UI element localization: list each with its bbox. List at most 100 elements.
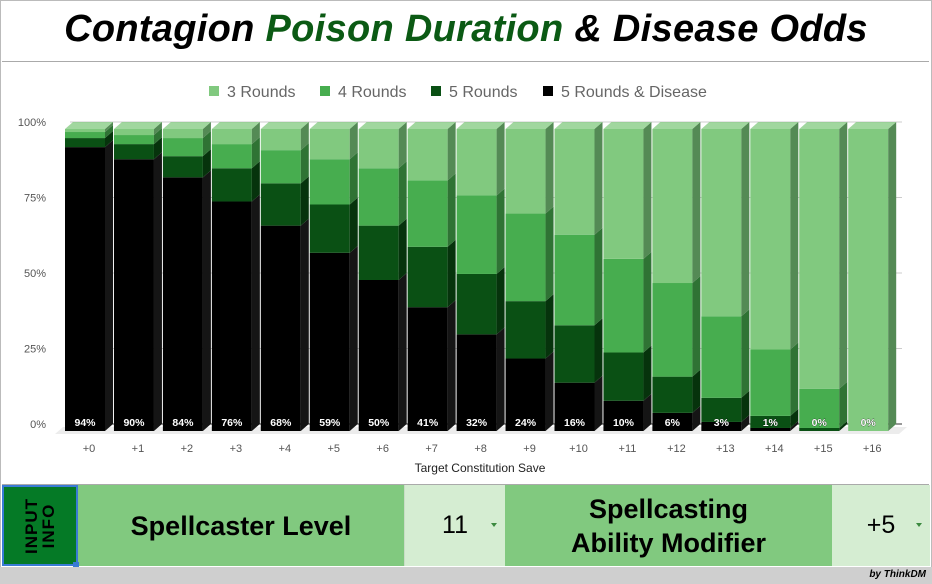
bar-segment-4-rounds <box>456 195 497 274</box>
bar-top <box>456 122 505 129</box>
bar-segment-5-rounds-disease <box>456 334 497 431</box>
data-label: 16% <box>564 417 586 429</box>
bar-segment-3-rounds <box>358 129 399 169</box>
bar-side <box>545 206 554 302</box>
selection-fill-handle[interactable] <box>73 562 79 568</box>
bar-segment-4-rounds <box>603 258 644 353</box>
bar-side <box>300 122 309 151</box>
bar-segment-5-rounds <box>113 144 154 160</box>
bar-segment-3-rounds <box>603 129 644 259</box>
bar-segment-5-rounds-disease <box>701 421 742 431</box>
bar-side <box>594 375 603 431</box>
legend-label: 5 Rounds <box>449 84 518 101</box>
bar-segment-5-rounds-disease <box>554 382 595 431</box>
bar-top <box>260 122 309 129</box>
bar-side <box>202 122 211 139</box>
bar-side <box>692 369 701 413</box>
y-tick-label: 100% <box>18 117 46 129</box>
bar-segment-3-rounds <box>162 129 203 139</box>
data-label: 32% <box>466 417 488 429</box>
bar-segment-5-rounds-disease <box>505 358 546 431</box>
bar-top <box>603 122 652 129</box>
bar-segment-3-rounds <box>260 129 301 151</box>
bar-segment-5-rounds <box>750 415 791 428</box>
data-label: 90% <box>123 417 145 429</box>
bar-side <box>692 405 701 431</box>
bar-segment-3-rounds <box>799 129 840 389</box>
x-tick-label: +14 <box>765 443 784 455</box>
bar-segment-3-rounds <box>750 129 791 350</box>
bar-side <box>888 122 897 431</box>
bar-segment-5-rounds <box>309 204 350 253</box>
bar-top <box>65 122 113 129</box>
bar-segment-4-rounds <box>799 388 840 428</box>
bar-segment-3-rounds <box>309 129 350 160</box>
bar-side <box>300 143 309 184</box>
bar-side <box>643 345 652 401</box>
spellcaster-level-select[interactable]: 11 <box>404 485 505 566</box>
bar-side <box>594 227 603 326</box>
legend-label: 5 Rounds & Disease <box>561 84 707 101</box>
x-tick-label: +11 <box>619 443 637 455</box>
chart-panel: 0% 25% 50% 75% 100% 94% +0 90% +1 84% +2 76% +3 68% +4… <box>2 61 929 485</box>
bar-side <box>349 122 358 160</box>
bar-top <box>162 122 211 129</box>
x-tick-label: +10 <box>569 443 588 455</box>
bar-segment-3-rounds <box>701 129 742 317</box>
bar-side <box>643 122 652 259</box>
bar-side <box>496 266 505 335</box>
legend-swatch <box>543 86 553 96</box>
x-tick-label: +0 <box>83 443 96 455</box>
bar-top <box>358 122 407 129</box>
bar-segment-4-rounds <box>505 213 546 302</box>
x-tick-label: +15 <box>814 443 833 455</box>
data-label: 0% <box>812 417 828 429</box>
x-tick-label: +7 <box>425 443 438 455</box>
bar-side <box>202 131 211 157</box>
ability-modifier-select[interactable]: +5 <box>832 485 930 566</box>
input-info-label: INPUT INFO <box>22 497 58 554</box>
bar-segment-3-rounds <box>113 129 154 136</box>
bar-side <box>105 125 113 139</box>
bar-segment-3-rounds <box>505 129 546 214</box>
bar-side <box>349 152 358 205</box>
bar-segment-5-rounds <box>652 376 693 413</box>
x-tick-label: +6 <box>376 443 389 455</box>
input-info-cell[interactable]: INPUT INFO <box>2 485 78 566</box>
x-tick-label: +9 <box>523 443 536 455</box>
bar-side <box>447 173 456 247</box>
bar-side <box>349 197 358 253</box>
data-label: 6% <box>665 417 681 429</box>
bar-segment-5-rounds-disease <box>309 252 350 431</box>
bar-segment-3-rounds <box>554 129 595 235</box>
footer-bar: by ThinkDM <box>0 567 932 584</box>
dropdown-caret-icon[interactable] <box>916 523 922 527</box>
bar-top <box>309 122 358 129</box>
bar-segment-4-rounds <box>260 150 301 184</box>
bar-segment-3-rounds <box>65 129 105 133</box>
bar-segment-3-rounds <box>652 129 693 284</box>
bar-side <box>741 122 750 317</box>
x-tick-label: +4 <box>279 443 292 455</box>
bar-side <box>349 245 358 431</box>
x-tick-label: +13 <box>716 443 735 455</box>
bar-segment-5-rounds-disease <box>750 427 791 431</box>
bar-top <box>407 122 456 129</box>
bar-segment-4-rounds <box>407 180 448 247</box>
bar-segment-4-rounds <box>162 138 203 157</box>
bar-side <box>545 122 554 214</box>
bar-side <box>398 273 407 431</box>
y-tick-label: 50% <box>24 268 46 280</box>
bar-segment-5-rounds <box>65 138 105 148</box>
bar-side <box>447 300 456 431</box>
dropdown-caret-icon[interactable] <box>491 523 497 527</box>
stacked-bar-chart: 0% 25% 50% 75% 100% 94% +0 90% +1 84% +2 76% +3 68% +4… <box>18 84 907 475</box>
bar-segment-4-rounds <box>113 135 154 145</box>
x-tick-label: +5 <box>327 443 340 455</box>
bar-side <box>105 122 113 133</box>
bar-side <box>790 122 799 350</box>
ability-modifier-value: +5 <box>866 511 896 539</box>
credit-text: by ThinkDM <box>869 569 926 580</box>
bar-side <box>447 122 456 181</box>
x-tick-label: +1 <box>132 443 145 455</box>
